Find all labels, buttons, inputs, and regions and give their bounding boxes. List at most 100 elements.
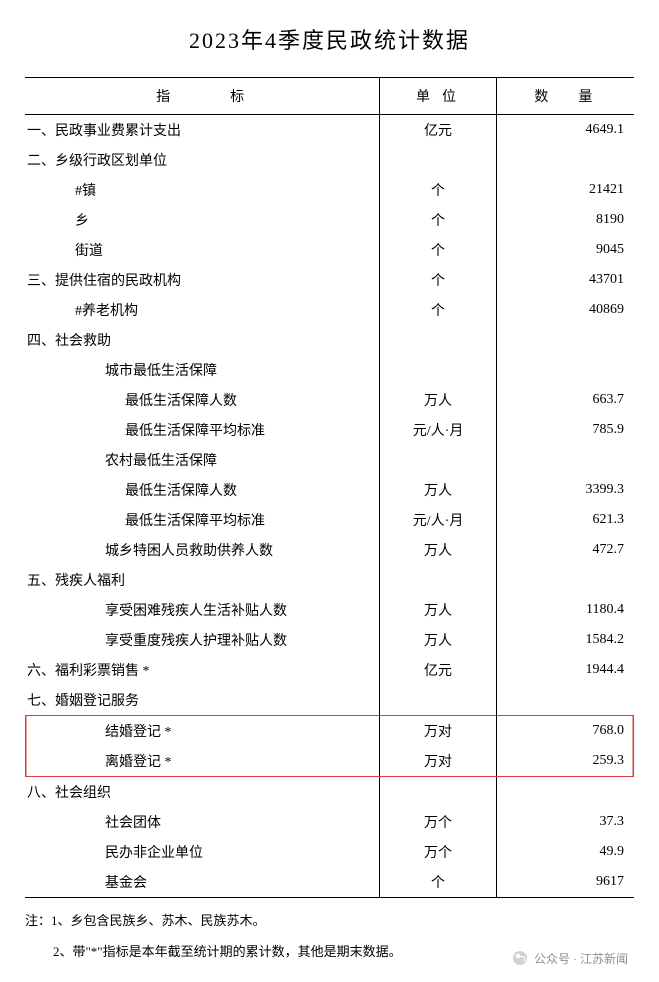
row-value: 43701 (496, 265, 634, 295)
row-indicator: 农村最低生活保障 (25, 445, 380, 475)
row-indicator: 二、乡级行政区划单位 (25, 145, 380, 175)
table-row: 最低生活保障平均标准元/人·月621.3 (25, 505, 634, 535)
row-indicator: 乡 (25, 205, 380, 235)
col-header-value: 数量 (496, 78, 634, 115)
row-unit: 个 (380, 205, 497, 235)
row-unit: 万人 (380, 475, 497, 505)
col-header-indicator: 指标 (25, 78, 380, 115)
row-unit (380, 325, 497, 355)
row-unit: 万人 (380, 595, 497, 625)
row-indicator: 六、福利彩票销售 * (25, 655, 380, 685)
table-row: 最低生活保障人数万人3399.3 (25, 475, 634, 505)
attribution: 公众号 · 江苏新闻 (25, 950, 634, 967)
row-indicator: 城市最低生活保障 (25, 355, 380, 385)
row-indicator: 街道 (25, 235, 380, 265)
row-value: 9617 (496, 867, 634, 898)
table-row: 八、社会组织 (25, 777, 634, 808)
row-unit: 个 (380, 235, 497, 265)
row-unit (380, 145, 497, 175)
row-indicator: 三、提供住宿的民政机构 (25, 265, 380, 295)
row-unit: 万对 (380, 716, 497, 747)
row-value: 621.3 (496, 505, 634, 535)
wechat-icon (513, 951, 527, 965)
row-indicator: 享受困难残疾人生活补贴人数 (25, 595, 380, 625)
row-value: 40869 (496, 295, 634, 325)
page-title: 2023年4季度民政统计数据 (25, 23, 634, 55)
table-row: 街道个9045 (25, 235, 634, 265)
row-value (496, 355, 634, 385)
row-unit: 亿元 (380, 655, 497, 685)
row-unit: 万个 (380, 807, 497, 837)
table-row: 社会团体万个37.3 (25, 807, 634, 837)
row-indicator: 五、残疾人福利 (25, 565, 380, 595)
row-value (496, 145, 634, 175)
table-row: 最低生活保障平均标准元/人·月785.9 (25, 415, 634, 445)
row-indicator: 民办非企业单位 (25, 837, 380, 867)
row-value: 49.9 (496, 837, 634, 867)
row-unit: 万个 (380, 837, 497, 867)
table-row: 二、乡级行政区划单位 (25, 145, 634, 175)
row-value (496, 685, 634, 716)
row-value: 1180.4 (496, 595, 634, 625)
table-row: 最低生活保障人数万人663.7 (25, 385, 634, 415)
row-indicator: 一、民政事业费累计支出 (25, 115, 380, 146)
row-unit (380, 777, 497, 808)
row-value: 1584.2 (496, 625, 634, 655)
row-indicator: 最低生活保障人数 (25, 385, 380, 415)
row-unit: 万人 (380, 385, 497, 415)
row-indicator: 八、社会组织 (25, 777, 380, 808)
table-row: 三、提供住宿的民政机构个43701 (25, 265, 634, 295)
row-value: 785.9 (496, 415, 634, 445)
row-value: 37.3 (496, 807, 634, 837)
row-unit: 个 (380, 265, 497, 295)
row-indicator: 城乡特困人员救助供养人数 (25, 535, 380, 565)
row-unit: 元/人·月 (380, 505, 497, 535)
row-unit (380, 355, 497, 385)
table-row: 离婚登记 *万对259.3 (25, 746, 634, 777)
attribution-label: 公众号 (534, 952, 570, 966)
row-unit (380, 685, 497, 716)
row-indicator: 结婚登记 * (25, 716, 380, 747)
row-indicator: 七、婚姻登记服务 (25, 685, 380, 716)
row-value (496, 325, 634, 355)
table-row: 享受重度残疾人护理补贴人数万人1584.2 (25, 625, 634, 655)
table-row: #镇个21421 (25, 175, 634, 205)
table-row: 七、婚姻登记服务 (25, 685, 634, 716)
row-value (496, 445, 634, 475)
table-row: 民办非企业单位万个49.9 (25, 837, 634, 867)
row-value: 259.3 (496, 746, 634, 777)
table-row: 五、残疾人福利 (25, 565, 634, 595)
row-indicator: 四、社会救助 (25, 325, 380, 355)
row-unit: 万对 (380, 746, 497, 777)
row-indicator: 最低生活保障人数 (25, 475, 380, 505)
table-row: 乡个8190 (25, 205, 634, 235)
table-row: 城市最低生活保障 (25, 355, 634, 385)
row-unit: 万人 (380, 535, 497, 565)
row-indicator: 离婚登记 * (25, 746, 380, 777)
row-unit: 个 (380, 295, 497, 325)
row-indicator: 享受重度残疾人护理补贴人数 (25, 625, 380, 655)
row-value (496, 777, 634, 808)
stats-table: 指标 单位 数量 一、民政事业费累计支出亿元4649.1二、乡级行政区划单位#镇… (25, 77, 634, 898)
row-value: 472.7 (496, 535, 634, 565)
row-unit: 个 (380, 867, 497, 898)
row-unit: 万人 (380, 625, 497, 655)
row-value (496, 565, 634, 595)
table-row: 城乡特困人员救助供养人数万人472.7 (25, 535, 634, 565)
table-row: 享受困难残疾人生活补贴人数万人1180.4 (25, 595, 634, 625)
row-unit (380, 445, 497, 475)
row-indicator: #养老机构 (25, 295, 380, 325)
row-value: 768.0 (496, 716, 634, 747)
row-value: 9045 (496, 235, 634, 265)
col-header-unit: 单位 (380, 78, 497, 115)
row-indicator: #镇 (25, 175, 380, 205)
row-indicator: 社会团体 (25, 807, 380, 837)
table-row: #养老机构个40869 (25, 295, 634, 325)
row-indicator: 基金会 (25, 867, 380, 898)
table-row: 结婚登记 *万对768.0 (25, 716, 634, 747)
row-indicator: 最低生活保障平均标准 (25, 415, 380, 445)
row-value: 8190 (496, 205, 634, 235)
row-value: 663.7 (496, 385, 634, 415)
row-unit: 个 (380, 175, 497, 205)
table-row: 一、民政事业费累计支出亿元4649.1 (25, 115, 634, 146)
